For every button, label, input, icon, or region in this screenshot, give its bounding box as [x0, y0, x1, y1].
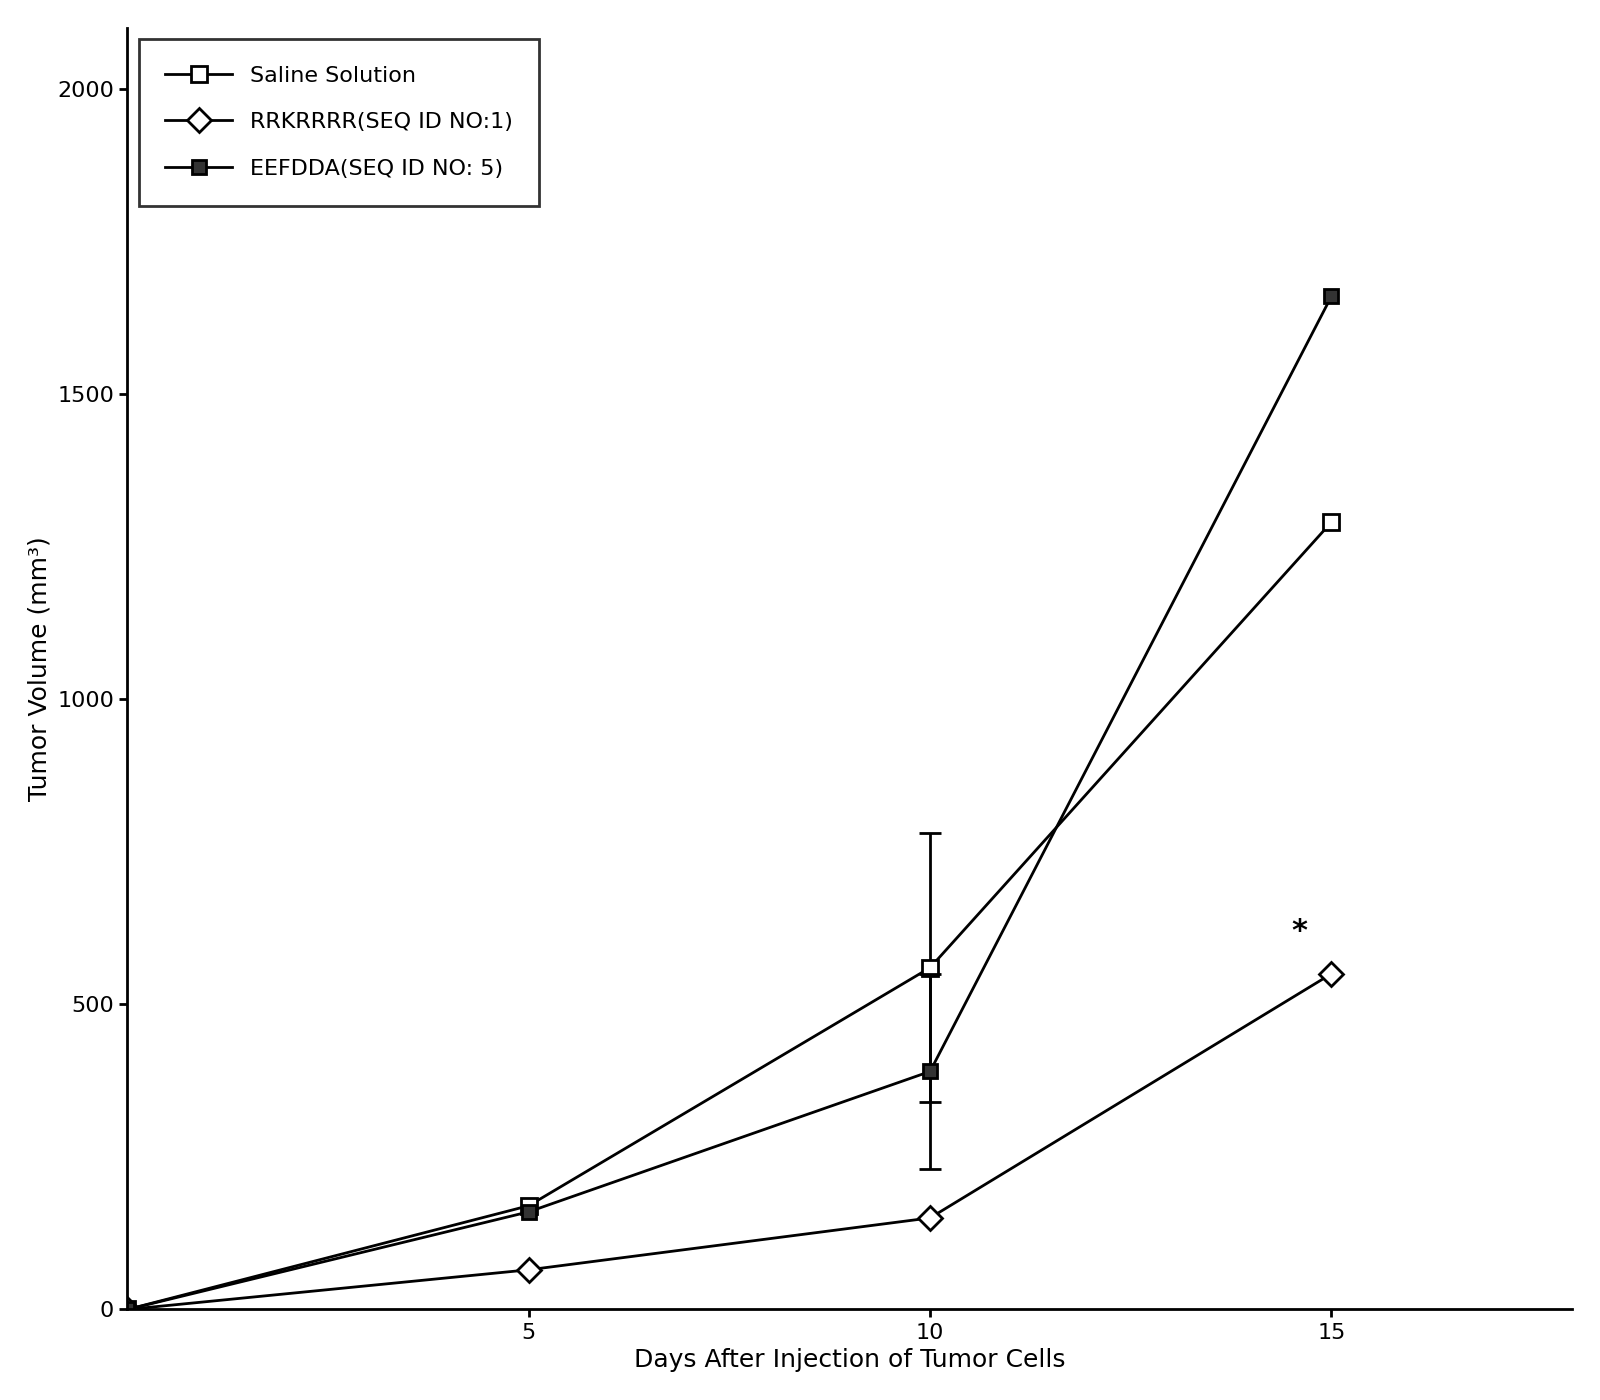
Line: EEFDDA(SEQ ID NO: 5): EEFDDA(SEQ ID NO: 5)	[120, 290, 1338, 1316]
Y-axis label: Tumor Volume (mm³): Tumor Volume (mm³)	[27, 536, 51, 801]
EEFDDA(SEQ ID NO: 5): (10, 390): 5): (10, 390)	[920, 1063, 939, 1079]
Line: Saline Solution: Saline Solution	[118, 514, 1339, 1317]
Legend: Saline Solution, RRKRRRR(SEQ ID NO:1), EEFDDA(SEQ ID NO: 5): Saline Solution, RRKRRRR(SEQ ID NO:1), E…	[139, 39, 539, 206]
Saline Solution	[920, 959, 939, 976]
Text: *: *	[1291, 917, 1307, 945]
RRKRRRR(SEQ ID NO:1)	[920, 1210, 939, 1226]
RRKRRRR(SEQ ID NO:1)	[518, 1261, 538, 1278]
Saline Solution	[118, 1301, 138, 1317]
EEFDDA(SEQ ID NO: 5): (5, 160): 5): (5, 160)	[518, 1204, 538, 1221]
Saline Solution	[518, 1197, 538, 1214]
Line: RRKRRRR(SEQ ID NO:1): RRKRRRR(SEQ ID NO:1)	[118, 966, 1339, 1317]
RRKRRRR(SEQ ID NO:1)	[1322, 966, 1341, 983]
EEFDDA(SEQ ID NO: 5): (15, 1.66e+03): 5): (15, 1.66e+03)	[1322, 288, 1341, 305]
Saline Solution	[1322, 514, 1341, 531]
X-axis label: Days After Injection of Tumor Cells: Days After Injection of Tumor Cells	[634, 1348, 1066, 1372]
EEFDDA(SEQ ID NO: 5): (0, 0): 5): (0, 0)	[118, 1301, 138, 1317]
RRKRRRR(SEQ ID NO:1)	[118, 1301, 138, 1317]
